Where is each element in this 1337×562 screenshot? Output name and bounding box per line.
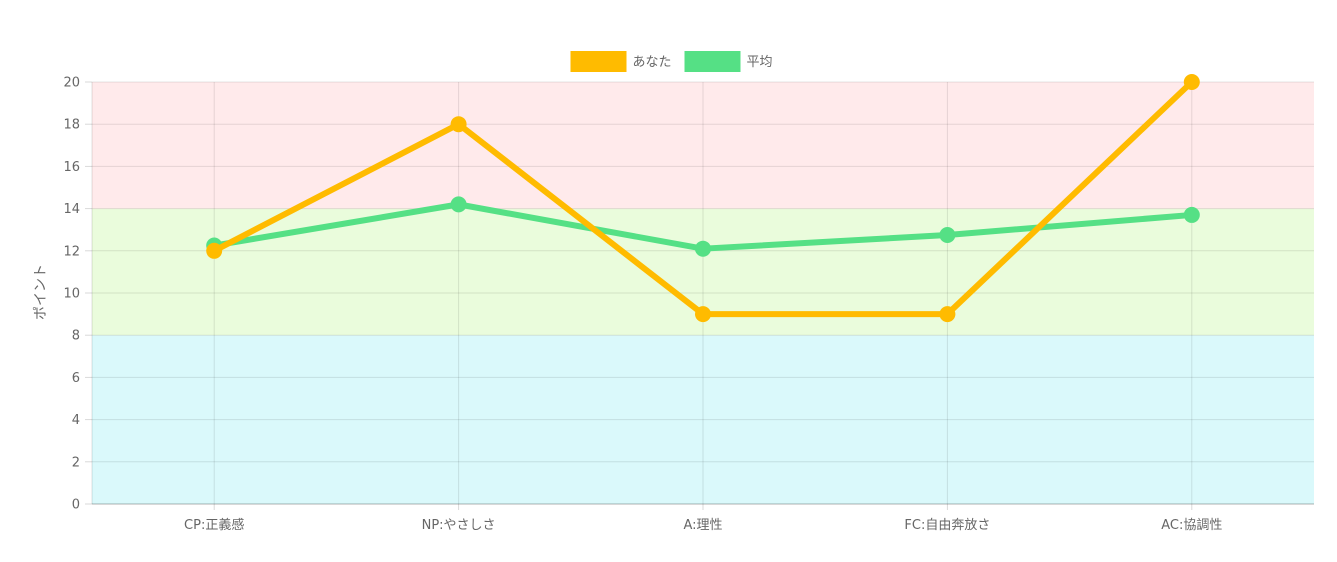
x-tick-label-3: FC:自由奔放さ — [904, 518, 990, 533]
band-0 — [92, 335, 1314, 504]
series-0-point-1[interactable] — [450, 116, 467, 133]
y-tick-label-7: 14 — [63, 202, 80, 217]
legend-swatch-1 — [684, 51, 741, 72]
x-tick-label-1: NP:やさしさ — [422, 518, 496, 533]
y-tick-label-8: 16 — [63, 160, 80, 175]
series-0-point-0[interactable] — [206, 242, 223, 259]
series-1-point-4[interactable] — [1183, 206, 1200, 223]
series-0 — [206, 74, 1200, 323]
legend-label-1: 平均 — [747, 55, 773, 70]
x-tick-label-0: CP:正義感 — [184, 517, 244, 533]
series-0-point-4[interactable] — [1183, 74, 1200, 90]
series-1-point-1[interactable] — [450, 196, 467, 213]
y-tick-label-10: 20 — [63, 76, 80, 91]
series-1-point-3[interactable] — [939, 226, 956, 243]
y-tick-label-4: 8 — [72, 329, 80, 344]
x-tick-label-4: AC:協調性 — [1161, 518, 1222, 533]
axes: 0 2 4 6 8 10 12 14 16 18 20 CP:正義感 NP:やさしさ A:理性 FC:自由奔… — [63, 76, 1314, 533]
y-tick-label-9: 18 — [63, 118, 80, 133]
y-axis-title: ポイント — [33, 264, 49, 320]
series-0-point-3[interactable] — [939, 306, 956, 323]
legend-item-0[interactable]: あなた — [570, 51, 672, 72]
y-tick-label-3: 6 — [72, 371, 80, 386]
legend: あなた 平均 — [570, 51, 773, 72]
band-2 — [92, 82, 1314, 209]
y-tick-label-6: 12 — [63, 244, 80, 259]
legend-label-0: あなた — [633, 55, 672, 70]
series-1-point-2[interactable] — [695, 240, 711, 257]
x-tick-label-2: A:理性 — [683, 518, 722, 533]
grid-lines — [92, 81, 1314, 504]
y-tick-label-1: 2 — [72, 455, 80, 470]
series — [206, 74, 1200, 323]
legend-swatch-0 — [570, 51, 627, 72]
legend-item-1[interactable]: 平均 — [684, 51, 773, 72]
y-tick-label-2: 4 — [72, 413, 80, 428]
series-0-point-2[interactable] — [695, 306, 711, 323]
y-tick-label-5: 10 — [63, 287, 80, 302]
y-tick-label-0: 0 — [72, 498, 80, 513]
